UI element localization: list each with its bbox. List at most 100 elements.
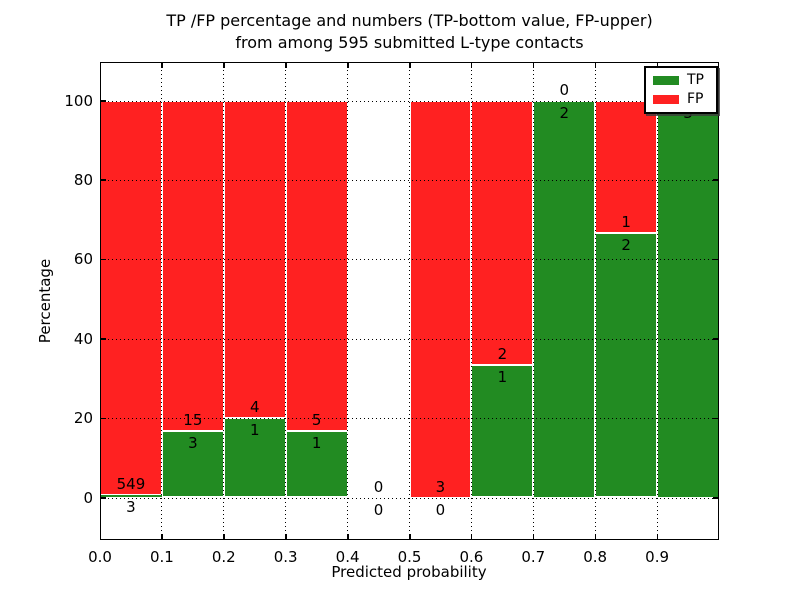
h-gridline xyxy=(100,100,719,102)
v-gridline xyxy=(656,62,658,540)
h-gridline xyxy=(100,338,719,340)
bar-segment-fp xyxy=(471,100,534,366)
y-tick-mark xyxy=(101,417,106,420)
x-tick-mark xyxy=(656,534,659,539)
y-tick-mark xyxy=(101,179,106,181)
bar-segment-tp xyxy=(657,100,719,498)
x-tick-mark-top xyxy=(532,63,535,68)
x-tick-mark-top xyxy=(347,63,349,68)
v-gridline xyxy=(409,62,410,540)
x-tick-mark-top xyxy=(285,63,287,68)
v-gridline xyxy=(223,62,225,540)
tp-count-label: 1 xyxy=(497,368,508,387)
y-tick-mark-right xyxy=(713,258,718,261)
x-tick-label: 0.5 xyxy=(397,548,422,566)
x-tick-mark xyxy=(470,534,473,539)
x-tick-mark xyxy=(285,534,287,539)
x-tick-mark xyxy=(409,534,411,539)
legend-label-fp: FP xyxy=(687,91,704,107)
x-tick-mark-top xyxy=(470,63,473,68)
legend: TP FP xyxy=(644,66,718,114)
fp-count-label: 2 xyxy=(497,345,508,364)
x-tick-label: 0.9 xyxy=(645,548,670,566)
tp-count-label: 1 xyxy=(311,434,322,453)
bar-segment-fp xyxy=(595,100,658,233)
plot-area: 0.0 0.1 0.2 0.3 0.4 0.5 0.6 0.7 0.8 0.9 0 20 40 60 80 1… xyxy=(64,62,719,566)
tp-count-label: 1 xyxy=(249,421,260,440)
x-tick-mark-top xyxy=(594,63,597,68)
tp-count-label: 2 xyxy=(621,235,631,254)
y-tick-label: 0 xyxy=(83,488,93,507)
x-tick-label: 0.6 xyxy=(459,548,484,566)
y-tick-label: 40 xyxy=(73,329,93,348)
y-tick-mark-right xyxy=(713,338,718,340)
y-tick-mark-right xyxy=(713,417,718,420)
h-gridline xyxy=(100,418,719,420)
v-gridline xyxy=(285,62,287,540)
legend-label-tp: TP xyxy=(687,72,704,88)
legend-swatch-fp xyxy=(653,94,679,104)
y-tick-mark xyxy=(101,338,106,340)
tp-count-label: 3 xyxy=(188,434,198,453)
y-tick-mark xyxy=(101,100,106,102)
v-gridline xyxy=(470,62,472,540)
bar-segment-tp xyxy=(285,431,348,498)
legend-row: FP xyxy=(653,91,709,107)
h-gridline xyxy=(100,179,719,181)
y-tick-mark-right xyxy=(713,179,718,181)
bar-segment-fp xyxy=(100,100,162,496)
tp-count-label: 0 xyxy=(373,500,384,519)
bar-segment-tp xyxy=(595,232,658,498)
chart-title-line1: TP /FP percentage and numbers (TP-bottom… xyxy=(166,11,653,30)
fp-count-label: 15 xyxy=(183,411,203,430)
fp-count-label: 4 xyxy=(249,398,260,417)
x-tick-mark xyxy=(347,534,349,539)
y-tick-label: 80 xyxy=(73,170,93,189)
x-tick-label: 0.7 xyxy=(521,548,546,566)
y-tick-label: 60 xyxy=(73,250,93,269)
v-gridline xyxy=(161,62,163,540)
h-gridline xyxy=(100,497,719,499)
x-tick-mark-top xyxy=(161,63,163,68)
x-axis-title: Predicted probability xyxy=(331,563,487,581)
x-tick-mark-top xyxy=(409,63,411,68)
fp-count-label: 1 xyxy=(621,212,631,231)
v-gridline xyxy=(532,62,534,540)
fp-count-label: 549 xyxy=(116,475,146,494)
tp-count-label: 0 xyxy=(435,500,446,519)
y-axis-title: Percentage xyxy=(36,258,54,344)
x-tick-mark-top xyxy=(656,63,659,68)
x-tick-mark-top xyxy=(99,63,101,68)
v-gridline xyxy=(594,62,596,540)
x-tick-mark xyxy=(532,534,535,539)
fp-count-label: 0 xyxy=(559,80,570,99)
x-tick-mark xyxy=(223,534,225,539)
y-tick-label: 20 xyxy=(73,409,93,428)
bar-segment-fp xyxy=(161,100,224,432)
x-tick-mark xyxy=(594,534,597,539)
bar-segment-tp xyxy=(100,495,162,498)
chart-title-line2: from among 595 submitted L-type contacts xyxy=(235,33,584,52)
y-tick-label: 100 xyxy=(64,91,93,110)
x-tick-label: 0.4 xyxy=(335,548,360,566)
legend-swatch-tp xyxy=(653,75,679,85)
x-tick-label: 0.8 xyxy=(583,548,608,566)
x-tick-label: 0.0 xyxy=(88,548,112,566)
fp-count-label: 5 xyxy=(311,411,322,430)
y-tick-mark-right xyxy=(713,497,718,499)
bar-segment-fp xyxy=(285,100,348,432)
bar-segment-tp xyxy=(533,100,596,498)
y-tick-mark xyxy=(101,258,106,261)
x-tick-mark xyxy=(161,534,163,539)
x-tick-mark xyxy=(99,534,101,539)
fp-count-label: 0 xyxy=(373,477,384,496)
bar-segment-tp xyxy=(161,431,224,498)
x-tick-label: 0.2 xyxy=(211,548,236,566)
legend-row: TP xyxy=(653,72,709,88)
tp-count-label: 3 xyxy=(126,498,136,517)
x-tick-label: 0.3 xyxy=(273,548,298,566)
fp-count-label: 3 xyxy=(435,477,446,496)
x-tick-mark-top xyxy=(223,63,225,68)
tp-count-label: 2 xyxy=(559,103,570,122)
